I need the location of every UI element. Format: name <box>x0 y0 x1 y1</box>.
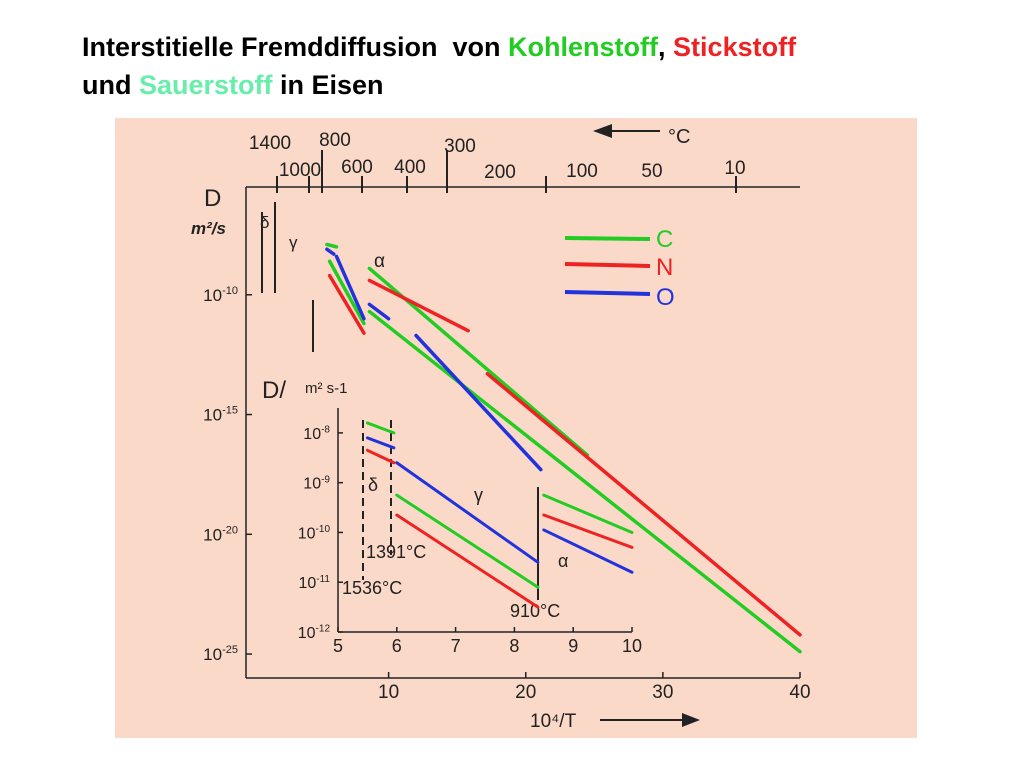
legend-line-n <box>564 262 651 268</box>
inset-series-O-segment-0 <box>365 436 396 450</box>
inset-phase-alpha: α <box>558 551 568 571</box>
main-ylabel: D <box>204 185 221 212</box>
main-series-C-segment-3 <box>367 309 802 654</box>
top-tick-400: 400 <box>394 157 426 178</box>
inset-ylabel: D/ <box>262 377 286 404</box>
inset-series-C-segment-2 <box>542 493 634 534</box>
main-y-tick-label-0: 10-10 <box>203 285 238 305</box>
top-tick-10: 10 <box>724 158 745 179</box>
inset-series-C-segment-0 <box>365 421 396 435</box>
main-series-O-segment-2 <box>367 302 391 321</box>
main-phase-alpha: α <box>374 251 385 272</box>
inset-y-tick-label-1: 10-9 <box>303 474 330 492</box>
top-tick-800: 800 <box>319 130 351 151</box>
main-xlabel: 10⁴/T <box>530 711 577 732</box>
inset-phase-boundaries <box>362 420 392 580</box>
top-tick-1400: 1400 <box>249 133 291 154</box>
main-x-tick-label-40: 40 <box>789 682 810 703</box>
celsius-arrow-head <box>593 124 612 138</box>
main-x-tick-label-10: 10 <box>378 682 399 703</box>
legend-label-n: N <box>656 254 673 281</box>
title-text-2: und <box>82 70 139 100</box>
main-series-O-segment-0 <box>325 247 336 256</box>
inset-x-tick-label-8: 8 <box>509 636 519 656</box>
generated-marks: 10 20 30 40 10-10 10-15 10-20 10-25 5 6 7 8 9 10 10-8 1… <box>203 242 811 703</box>
inset-series-N-segment-0 <box>365 448 396 465</box>
inset-y-tick-label-0: 10-8 <box>303 424 330 442</box>
main-phase-delta: δ <box>260 213 269 232</box>
main-phase-gamma: γ <box>289 233 298 252</box>
legend-line-o <box>564 290 651 296</box>
main-series-N-segment-2 <box>485 372 802 637</box>
inset-y-tick-label-4: 10-12 <box>298 624 331 642</box>
main-y-tick-label-1: 10-15 <box>203 405 238 425</box>
inset-y-tick-label-2: 10-10 <box>298 524 331 542</box>
top-tick-1000: 1000 <box>279 160 321 181</box>
inset-series-O-segment-2 <box>542 528 634 574</box>
main-series-O-segment-3 <box>414 333 543 472</box>
inset-series-N-segment-1 <box>395 513 540 609</box>
title-text-1: Interstitielle Fremddiffusion von <box>82 32 509 62</box>
inset-x-tick-label-10: 10 <box>622 636 642 656</box>
top-tick-100: 100 <box>566 161 598 182</box>
title-oxygen: Sauerstoff <box>138 70 273 100</box>
inset-series-C-segment-1 <box>395 493 540 589</box>
top-axis-ticks <box>276 150 737 193</box>
top-tick-600: 600 <box>341 157 373 178</box>
inset-x-tick-label-6: 6 <box>392 636 402 656</box>
annotation-1536: 1536°C <box>342 578 402 598</box>
main-series-O-segment-1 <box>334 254 366 321</box>
top-tick-300: 300 <box>444 136 476 157</box>
main-phase-boundaries <box>261 202 314 352</box>
annotation-1391: 1391°C <box>366 542 426 562</box>
title-carbon: Kohlenstoff <box>508 32 659 62</box>
inset-yunit: m² s-1 <box>305 380 348 397</box>
annotation-910: 910°C <box>510 601 560 621</box>
title-nitrogen: Stickstoff <box>673 32 797 62</box>
main-series-N-segment-0 <box>327 273 366 335</box>
inset-series-N-segment-2 <box>542 513 634 549</box>
main-series-C-segment-1 <box>327 259 366 326</box>
main-y-tick-label-2: 10-20 <box>203 524 238 544</box>
main-series-N-segment-1 <box>367 278 470 333</box>
inset-phase-delta: δ <box>368 475 378 495</box>
legend-label-c: C <box>656 226 673 253</box>
top-axis-label: °C <box>668 126 690 148</box>
main-x-tick-label-30: 30 <box>652 682 673 703</box>
slide-title: Interstitielle Fremddiffusion von Kohlen… <box>82 28 1002 104</box>
inset-phase-gamma: γ <box>474 485 483 505</box>
main-x-tick-label-20: 20 <box>515 682 536 703</box>
top-tick-200: 200 <box>484 162 516 183</box>
inset-y-tick-label-3: 10-11 <box>298 574 330 592</box>
inset-x-tick-label-5: 5 <box>333 636 343 656</box>
top-tick-50: 50 <box>641 161 662 182</box>
inset-x-tick-label-9: 9 <box>568 636 578 656</box>
legend-label-o: O <box>656 284 675 311</box>
xlabel-arrow-head <box>682 713 700 727</box>
inset-x-tick-label-7: 7 <box>451 636 461 656</box>
title-text-3: in Eisen <box>272 70 384 100</box>
title-comma: , <box>658 32 674 62</box>
inset-series-O-segment-1 <box>395 461 540 564</box>
main-y-tick-label-3: 10-25 <box>203 644 238 664</box>
main-series-C-segment-0 <box>325 242 339 249</box>
legend-line-c <box>564 236 651 241</box>
main-yunit: m²/s <box>191 219 226 238</box>
